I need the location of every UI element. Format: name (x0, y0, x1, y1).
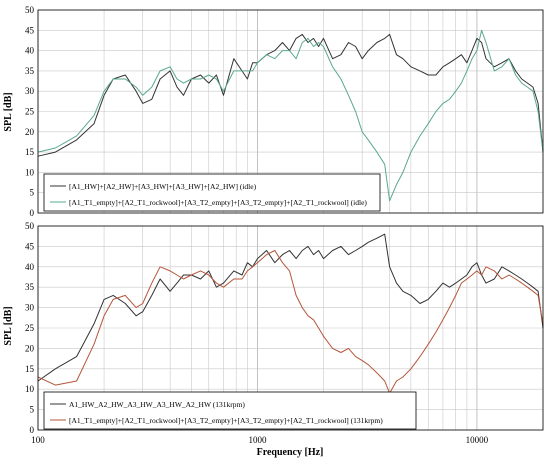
y-tick-label: 15 (25, 147, 35, 157)
bottom-legend-label-1: A1_HW_A2_HW_A3_HW_A3_HW_A2_HW (131krpm) (69, 400, 245, 409)
bottom-plot-frame (37, 225, 544, 431)
series-line-1 (37, 233, 544, 382)
y-tick-label: 30 (25, 86, 35, 96)
y-tick-label: 45 (25, 25, 35, 35)
y-tick-label: 40 (25, 262, 35, 272)
top-legend: [A1_HW]+[A2_HW]+[A3_HW]+[A3_HW]+[A2_HW] … (43, 173, 381, 212)
y-tick-label: 35 (25, 66, 35, 76)
top-plot-frame (37, 9, 544, 214)
top-chart: SPL [dB] 0 5 10 15 20 25 30 35 40 45 50 [A1_HW]+[A… (3, 5, 544, 218)
bottom-x-ticks: 100 1000 10000 (31, 435, 488, 445)
series-line-2 (37, 29, 544, 202)
bottom-y-axis-label: SPL [dB] (3, 306, 14, 345)
bottom-legend: A1_HW_A2_HW_A3_HW_A3_HW_A2_HW (131krpm) … (43, 391, 417, 430)
x-axis-label: Frequency [Hz] (257, 447, 324, 458)
y-tick-label: 5 (30, 188, 35, 198)
y-tick-label: 35 (25, 282, 35, 292)
x-tick-label: 100 (31, 435, 45, 445)
bottom-y-ticks: 0 5 10 15 20 25 30 35 40 45 50 (25, 221, 35, 435)
bottom-legend-label-2: [A1_T1_empty]+[A2_T1_rockwool]+[A3_T2_em… (69, 416, 383, 425)
top-series (37, 29, 544, 202)
y-tick-label: 25 (25, 107, 35, 117)
x-tick-label: 1000 (248, 435, 267, 445)
y-tick-label: 15 (25, 364, 35, 374)
y-tick-label: 30 (25, 303, 35, 313)
series-line-2 (37, 250, 544, 394)
y-tick-label: 5 (30, 405, 35, 415)
y-tick-label: 20 (25, 343, 35, 353)
y-tick-label: 10 (25, 167, 35, 177)
y-tick-label: 50 (25, 221, 35, 231)
bottom-series (37, 233, 544, 394)
y-tick-label: 10 (25, 384, 35, 394)
y-tick-label: 0 (30, 208, 35, 218)
top-legend-label-2: [A1_T1_empty]+[A2_T1_rockwool]+[A3_T2_em… (69, 198, 367, 207)
y-tick-label: 45 (25, 241, 35, 251)
x-tick-label: 10000 (466, 435, 489, 445)
y-tick-label: 40 (25, 46, 35, 56)
top-legend-label-1: [A1_HW]+[A2_HW]+[A3_HW]+[A3_HW]+[A2_HW] … (69, 182, 257, 191)
y-tick-label: 20 (25, 127, 35, 137)
y-tick-label: 0 (30, 425, 35, 435)
top-y-ticks: 0 5 10 15 20 25 30 35 40 45 50 (25, 5, 35, 218)
series-line-1 (37, 33, 544, 157)
y-tick-label: 25 (25, 323, 35, 333)
y-tick-label: 50 (25, 5, 35, 15)
top-y-axis-label: SPL [dB] (3, 92, 14, 131)
